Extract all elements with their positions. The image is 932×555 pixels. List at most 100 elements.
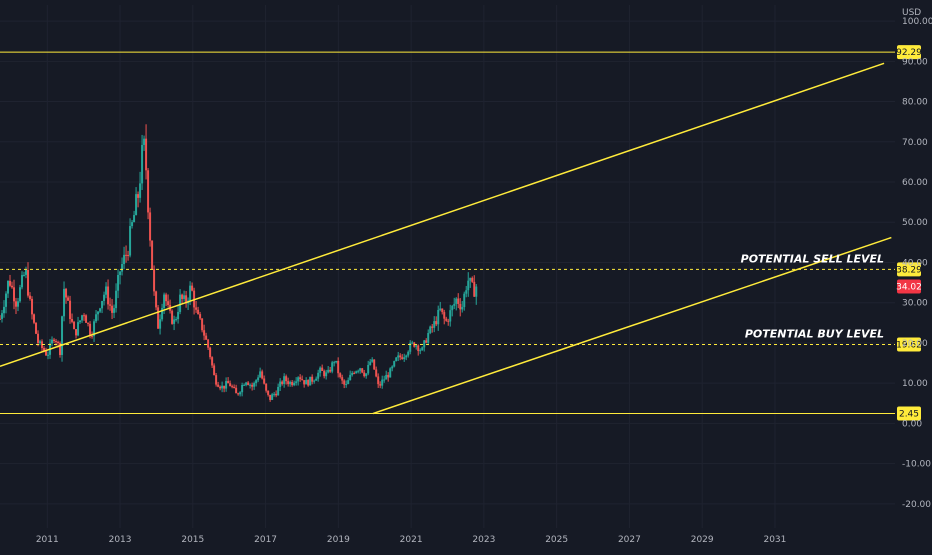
candle-body (287, 381, 290, 385)
candle-body (365, 373, 368, 377)
candle-body (77, 322, 80, 336)
candle-body (325, 372, 328, 377)
candle-body (153, 269, 156, 292)
last-price-tag (897, 279, 921, 294)
candle-body (141, 144, 144, 184)
candle-body (255, 380, 258, 384)
candle-body (431, 326, 434, 328)
candle-body (275, 393, 278, 396)
candle-body (127, 254, 130, 256)
x-tick-label: 2017 (254, 535, 277, 545)
candle-body (11, 285, 14, 288)
candle-body (433, 321, 436, 328)
candle-body (385, 374, 388, 380)
candle-body (3, 306, 6, 314)
candlesticks (0, 124, 478, 402)
candle-body (393, 361, 396, 367)
candle-body (421, 347, 424, 351)
candle-body (73, 321, 76, 330)
candle-body (33, 314, 36, 323)
candle-body (457, 298, 460, 304)
candle-body (93, 321, 96, 337)
candle-body (369, 361, 372, 365)
x-tick-label: 2025 (545, 535, 568, 545)
candle-body (47, 354, 50, 356)
x-tick-label: 2015 (181, 535, 204, 545)
candle-body (183, 295, 186, 299)
candle-body (101, 301, 104, 309)
candle-body (229, 383, 232, 387)
candle-body (397, 355, 400, 358)
candle-body (137, 194, 140, 198)
candle-body (355, 371, 358, 374)
candle-body (363, 372, 366, 377)
candle-body (91, 335, 94, 337)
candle-body (415, 345, 418, 347)
candle-body (411, 342, 414, 344)
candle-body (13, 287, 16, 302)
candle-body (175, 319, 178, 321)
candle-body (349, 374, 352, 381)
candle-body (159, 319, 162, 329)
grid-lines (0, 5, 895, 528)
x-tick-label: 2011 (36, 535, 59, 545)
trendlines (0, 62, 892, 415)
candle-body (453, 303, 456, 306)
candle-body (307, 380, 310, 386)
candle-body (441, 308, 444, 313)
candle-body (21, 275, 24, 288)
annotations: POTENTIAL SELL LEVEL POTENTIAL BUY LEVEL (741, 252, 884, 340)
candle-body (353, 372, 356, 374)
candle-body (125, 254, 128, 256)
candle-body (173, 319, 176, 324)
level-price-tag-text: 92.29 (896, 48, 922, 58)
x-tick-label: 2031 (763, 535, 786, 545)
y-tick-label: 10.00 (902, 379, 928, 389)
time-axis[interactable]: 2011 2013 2015 2017 2019 2021 2023 2025 2027 2029… (36, 535, 787, 545)
candle-body (181, 294, 184, 299)
candle-body (177, 311, 180, 320)
candle-body (139, 183, 142, 198)
y-tick-label: 80.00 (902, 98, 928, 108)
candle-body (361, 368, 364, 373)
candle-body (61, 316, 64, 355)
candle-body (313, 380, 316, 382)
price-axis[interactable]: 100.00 90.00 80.00 70.00 60.00 50.00 40.00 30.0… (902, 17, 932, 510)
candle-body (9, 280, 12, 286)
candle-body (201, 318, 204, 331)
candle-body (209, 347, 212, 358)
candle-body (63, 288, 66, 317)
y-tick-label: 20.00 (902, 339, 928, 349)
candle-body (5, 293, 8, 307)
candle-body (337, 360, 340, 374)
candle-body (225, 381, 228, 389)
candle-body (367, 364, 370, 374)
candle-body (253, 383, 256, 387)
trendline (372, 236, 892, 415)
candle-body (59, 343, 62, 355)
candle-body (471, 277, 474, 282)
candle-body (249, 384, 252, 386)
candle-body (35, 322, 38, 334)
candle-body (79, 320, 82, 323)
currency-label: USD (902, 8, 921, 18)
candle-body (379, 384, 382, 386)
candle-body (265, 383, 268, 391)
candle-body (331, 362, 334, 372)
candle-body (185, 295, 188, 304)
candle-body (199, 314, 202, 319)
candle-body (461, 307, 464, 310)
candle-body (311, 376, 314, 382)
candle-body (261, 371, 264, 379)
candle-body (345, 384, 348, 386)
candle-body (277, 386, 280, 396)
candle-body (195, 307, 198, 310)
candle-body (69, 300, 72, 319)
x-tick-label: 2013 (109, 535, 132, 545)
candle-body (417, 345, 420, 352)
level-price-tag (897, 337, 921, 352)
candle-body (467, 280, 470, 291)
candle-body (375, 369, 378, 377)
